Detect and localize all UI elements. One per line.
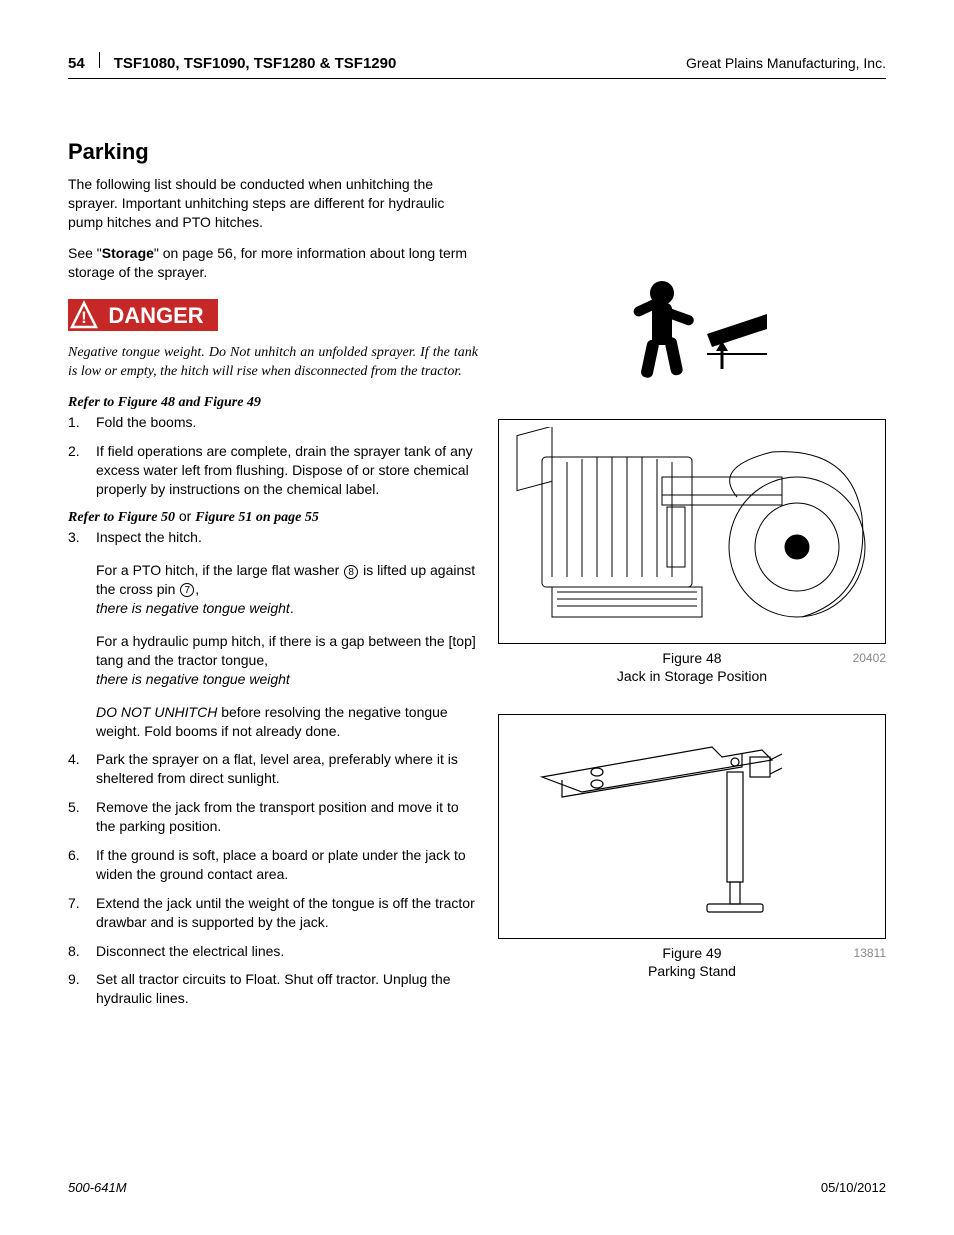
refer-fig50-51: Refer to Figure 50 or Figure 51 on page … xyxy=(68,508,478,526)
step-8: Disconnect the electrical lines. xyxy=(68,942,478,961)
document-number: 500-641M xyxy=(68,1180,127,1195)
header-rule xyxy=(68,78,886,79)
left-column: Parking The following list should be con… xyxy=(68,139,478,1018)
svg-text:!: ! xyxy=(81,308,87,327)
circled-7: 7 xyxy=(180,583,194,597)
models-label: TSF1080, TSF1090, TSF1280 & TSF1290 xyxy=(114,55,397,72)
refer2-or: or xyxy=(175,508,195,524)
figure-48-caption-row: Figure 48 20402 xyxy=(498,650,886,666)
page-footer: 500-641M 05/10/2012 xyxy=(68,1180,886,1195)
figure-48-box xyxy=(498,419,886,644)
step-3-hyd-text: For a hydraulic pump hitch, if there is … xyxy=(96,633,476,668)
step-3-pto-pre: For a PTO hitch, if the large flat washe… xyxy=(96,562,343,578)
right-column: Figure 48 20402 Jack in Storage Position xyxy=(498,139,886,1018)
storage-ref-bold: Storage xyxy=(102,245,154,261)
footer-date: 05/10/2012 xyxy=(821,1180,886,1195)
tipping-hazard-icon xyxy=(498,279,886,389)
step-3-hyd: For a hydraulic pump hitch, if there is … xyxy=(96,632,478,689)
header-divider xyxy=(99,52,100,68)
step-7: Extend the jack until the weight of the … xyxy=(68,894,478,932)
danger-badge: ! DANGER xyxy=(68,299,218,336)
refer2-b: Figure 51 on page 55 xyxy=(195,510,319,525)
step-3-pto: For a PTO hitch, if the large flat washe… xyxy=(96,561,478,618)
step-3-dnu: DO NOT UNHITCH before resolving the nega… xyxy=(96,703,478,741)
intro-paragraph: The following list should be conducted w… xyxy=(68,175,478,232)
step-4: Park the sprayer on a flat, level area, … xyxy=(68,750,478,788)
steps-list-a: Fold the booms. If field operations are … xyxy=(68,413,478,499)
circled-8: 8 xyxy=(344,565,358,579)
step-6: If the ground is soft, place a board or … xyxy=(68,846,478,884)
step-1: Fold the booms. xyxy=(68,413,478,432)
figure-49-caption: Parking Stand xyxy=(498,963,886,979)
step-5: Remove the jack from the transport posit… xyxy=(68,798,478,836)
step-2: If field operations are complete, drain … xyxy=(68,442,478,499)
danger-text: DANGER xyxy=(108,303,203,328)
figure-48-code: 20402 xyxy=(853,651,886,665)
step-3: Inspect the hitch. For a PTO hitch, if t… xyxy=(68,528,478,740)
section-title: Parking xyxy=(68,139,478,165)
refer2-a: Refer to Figure 50 xyxy=(68,510,175,525)
storage-ref-paragraph: See "Storage" on page 56, for more infor… xyxy=(68,244,478,282)
page-number: 54 xyxy=(68,55,85,72)
danger-note: Negative tongue weight. Do Not unhitch a… xyxy=(68,344,478,380)
storage-ref-pre: See " xyxy=(68,245,102,261)
step-3-pto-post: , xyxy=(195,581,199,597)
page-header: 54 TSF1080, TSF1090, TSF1280 & TSF1290 G… xyxy=(68,52,886,78)
company-name: Great Plains Manufacturing, Inc. xyxy=(686,55,886,71)
steps-list-b: Inspect the hitch. For a PTO hitch, if t… xyxy=(68,528,478,1008)
figure-49-code: 13811 xyxy=(854,946,886,960)
figure-48-caption: Jack in Storage Position xyxy=(498,668,886,684)
step-3-hyd-em: there is negative tongue weight xyxy=(96,671,290,687)
figure-49-caption-row: Figure 49 13811 xyxy=(498,945,886,961)
refer-fig48-49: Refer to Figure 48 and Figure 49 xyxy=(68,395,478,411)
step-3-pto-em: there is negative tongue weight xyxy=(96,600,290,616)
step-3-lead: Inspect the hitch. xyxy=(96,529,202,545)
figure-49-box xyxy=(498,714,886,939)
figure-49-label: Figure 49 xyxy=(498,945,886,961)
step-9: Set all tractor circuits to Float. Shut … xyxy=(68,970,478,1008)
step-3-pto-dot: . xyxy=(290,600,294,616)
figure-48-label: Figure 48 xyxy=(498,650,886,666)
dnu-label: DO NOT UNHITCH xyxy=(96,704,217,720)
